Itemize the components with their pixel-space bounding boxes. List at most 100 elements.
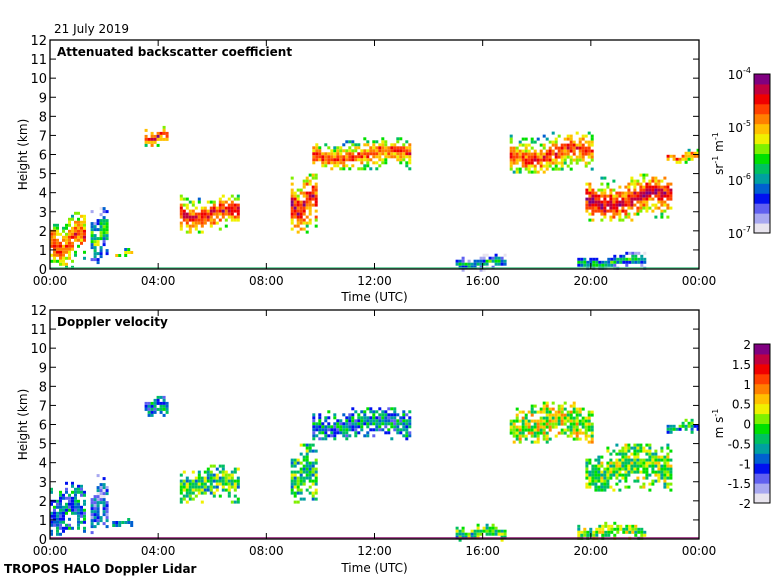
heatmap-cell: [230, 218, 234, 222]
heatmap-cell: [378, 422, 382, 426]
heatmap-cell: [357, 146, 361, 150]
heatmap-cell: [342, 434, 346, 438]
heatmap-cell: [305, 449, 309, 453]
heatmap-cell: [542, 143, 546, 147]
heatmap-cell: [203, 488, 207, 492]
heatmap-cell: [618, 203, 622, 207]
heatmap-cell: [224, 200, 228, 204]
heatmap-cell: [625, 263, 629, 267]
heatmap-cell: [74, 487, 77, 491]
heatmap-cell: [521, 137, 525, 141]
heatmap-cell: [215, 488, 219, 492]
colorbar-segment: [754, 344, 770, 355]
heatmap-cell: [654, 473, 658, 477]
heatmap-cell: [518, 440, 522, 444]
heatmap-cell: [551, 419, 555, 423]
heatmap-cell: [606, 446, 610, 450]
heatmap-cell: [588, 185, 592, 189]
heatmap-cell: [191, 221, 195, 225]
heatmap-cell: [299, 491, 303, 495]
heatmap-cell: [336, 146, 340, 150]
colorbar-tick-label: 1.5: [732, 358, 751, 372]
heatmap-cell: [144, 404, 148, 408]
heatmap-cell: [657, 476, 661, 480]
heatmap-cell: [390, 407, 394, 411]
heatmap-cell: [539, 419, 543, 423]
heatmap-cell: [494, 532, 498, 536]
heatmap-cell: [594, 485, 598, 489]
heatmap-cell: [473, 532, 477, 536]
heatmap-cell: [99, 252, 103, 256]
heatmap-cell: [640, 263, 644, 267]
heatmap-cell: [327, 434, 331, 438]
heatmap-cell: [572, 152, 576, 156]
heatmap-cell: [533, 155, 537, 159]
heatmap-cell: [612, 206, 616, 210]
heatmap-cell: [485, 259, 489, 263]
heatmap-cell: [557, 419, 561, 423]
heatmap-cell: [557, 431, 561, 435]
heatmap-cell: [657, 179, 661, 183]
heatmap-cell: [684, 154, 688, 158]
heatmap-cell: [90, 240, 94, 244]
cloud-feature-mid-cloud-5-7h: [179, 194, 240, 234]
heatmap-cell: [545, 419, 549, 423]
heatmap-cell: [381, 410, 385, 414]
heatmap-cell: [494, 253, 498, 257]
heatmap-cell: [80, 484, 83, 488]
heatmap-cell: [345, 140, 349, 144]
heatmap-cell: [200, 485, 204, 489]
heatmap-cell: [96, 222, 100, 226]
heatmap-cell: [560, 413, 564, 417]
heatmap-cell: [678, 160, 682, 164]
heatmap-cell: [308, 173, 312, 177]
heatmap-cell: [290, 473, 294, 477]
heatmap-cell: [56, 253, 59, 257]
heatmap-cell: [633, 188, 637, 192]
heatmap-cell: [618, 479, 622, 483]
heatmap-cell: [74, 226, 77, 230]
heatmap-cell: [580, 530, 584, 534]
heatmap-cell: [578, 428, 582, 432]
heatmap-cell: [102, 495, 106, 499]
heatmap-cell: [545, 401, 549, 405]
heatmap-cell: [62, 262, 65, 266]
heatmap-cell: [191, 215, 195, 219]
heatmap-cell: [461, 532, 465, 536]
heatmap-cell: [651, 461, 655, 465]
heatmap-cell: [536, 161, 540, 165]
heatmap-cell: [666, 191, 670, 195]
heatmap-cell: [675, 160, 679, 164]
heatmap-cell: [366, 425, 370, 429]
heatmap-cell: [90, 231, 94, 235]
heatmap-cell: [509, 422, 513, 426]
heatmap-cell: [645, 173, 649, 177]
heatmap-cell: [102, 504, 106, 508]
heatmap-cell: [590, 137, 594, 141]
heatmap-cell: [360, 416, 364, 420]
heatmap-cell: [366, 164, 370, 168]
heatmap-cell: [654, 452, 658, 456]
heatmap-cell: [533, 152, 537, 156]
heatmap-cell: [594, 191, 598, 195]
heatmap-cell: [609, 203, 613, 207]
heatmap-cell: [527, 143, 531, 147]
tick-base: 10: [728, 121, 743, 135]
unit-exponent: -1: [711, 132, 720, 140]
heatmap-cell: [312, 422, 316, 426]
heatmap-cell: [648, 449, 652, 453]
heatmap-cell: [569, 134, 573, 138]
heatmap-cell: [563, 137, 567, 141]
heatmap-cell: [99, 222, 103, 226]
heatmap-cell: [613, 257, 617, 261]
heatmap-cell: [372, 143, 376, 147]
heatmap-cell: [302, 482, 306, 486]
heatmap-cell: [218, 470, 222, 474]
heatmap-cell: [687, 154, 691, 158]
heatmap-cell: [302, 458, 306, 462]
heatmap-cell: [470, 532, 474, 536]
heatmap-cell: [651, 191, 655, 195]
heatmap-cell: [624, 449, 628, 453]
heatmap-cell: [590, 149, 594, 153]
heatmap-cell: [339, 422, 343, 426]
